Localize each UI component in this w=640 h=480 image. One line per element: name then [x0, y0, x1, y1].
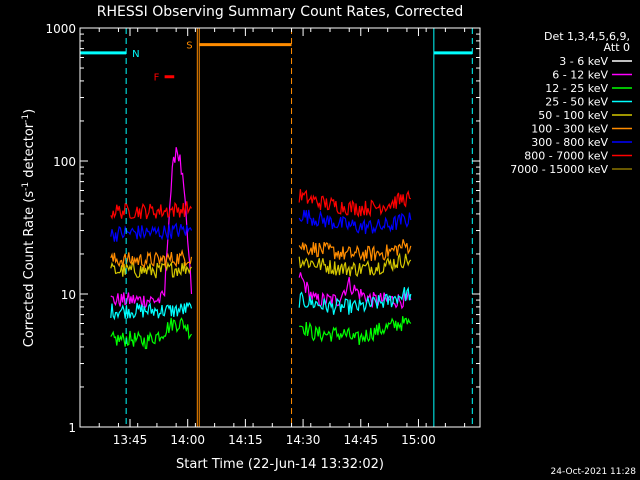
- series-5-segment-0: [110, 248, 193, 270]
- x-tick-label-0: 13:45: [113, 433, 148, 447]
- flag-label-s: S: [186, 41, 192, 52]
- y-tick-label-3: 1000: [45, 22, 76, 36]
- series-3: [110, 286, 412, 321]
- y-axis-label: Corrected Count Rate (s-1 detector-1): [21, 109, 37, 347]
- x-tick-label-1: 14:00: [170, 433, 205, 447]
- y-axis-label-sup1: -1: [21, 182, 31, 191]
- series-2-segment-0: [110, 317, 193, 350]
- timestamp: 24-Oct-2021 11:28: [551, 467, 637, 477]
- flag-label-n: N: [132, 49, 139, 60]
- legend-label-7: 800 - 7000 keV: [524, 150, 608, 163]
- y-axis: 1 10 100 1000: [45, 22, 480, 435]
- y-axis-label-mid: detector: [22, 122, 37, 182]
- legend-label-2: 12 - 25 keV: [545, 82, 608, 95]
- series-7-segment-0: [110, 201, 192, 220]
- y-axis-label-end: ): [22, 109, 37, 114]
- x-tick-label-3: 14:30: [286, 433, 321, 447]
- series-4: [110, 252, 412, 279]
- series-6-segment-1: [298, 209, 412, 235]
- series-4-segment-1: [298, 252, 412, 278]
- legend-label-6: 300 - 800 keV: [531, 136, 608, 149]
- series-5-segment-1: [298, 239, 412, 262]
- legend-label-5: 100 - 300 keV: [531, 123, 608, 136]
- y-axis-label-sup2: -1: [21, 114, 31, 123]
- series-2-segment-1: [299, 316, 412, 345]
- series-layer: [110, 147, 412, 350]
- legend-header-line1: Det 1,3,4,5,6,9,: [544, 30, 630, 43]
- y-tick-label-2: 100: [53, 155, 76, 169]
- legend-label-3: 25 - 50 keV: [545, 96, 608, 109]
- legend-label-8: 7000 - 15000 keV: [510, 163, 608, 176]
- legend-header-line2: Att 0: [604, 41, 630, 54]
- series-3-segment-1: [298, 286, 412, 315]
- y-tick-label-0: 1: [68, 421, 76, 435]
- chart-title: RHESSI Observing Summary Count Rates, Co…: [97, 4, 463, 20]
- legend-label-1: 6 - 12 keV: [552, 69, 608, 82]
- legend-label-4: 50 - 100 keV: [538, 109, 608, 122]
- series-1-segment-0: [110, 147, 193, 310]
- series-3-segment-0: [110, 301, 193, 321]
- series-5: [110, 239, 412, 270]
- series-6-segment-0: [110, 222, 193, 242]
- series-1: [110, 147, 412, 310]
- legend-label-0: 3 - 6 keV: [559, 55, 608, 68]
- series-2: [110, 316, 412, 350]
- x-tick-label-2: 14:15: [228, 433, 263, 447]
- x-tick-label-4: 14:45: [343, 433, 378, 447]
- x-axis-label: Start Time (22-Jun-14 13:32:02): [176, 457, 384, 472]
- series-7: [110, 189, 412, 220]
- y-axis-label-main: Corrected Count Rate (s: [22, 191, 37, 348]
- plot-frame: [79, 27, 481, 428]
- y-tick-label-1: 10: [61, 288, 76, 302]
- x-tick-label-5: 15:00: [401, 433, 436, 447]
- series-7-segment-1: [298, 189, 412, 218]
- series-4-segment-0: [110, 260, 193, 279]
- x-axis: 13:45 14:00 14:15 14:30 14:45 15:00: [79, 28, 466, 447]
- series-1-segment-1: [298, 272, 412, 310]
- series-6: [110, 209, 412, 242]
- flag-label-f: F: [154, 73, 160, 84]
